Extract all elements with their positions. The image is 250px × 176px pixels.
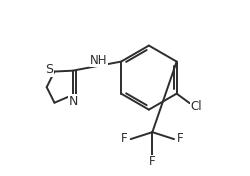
- Text: F: F: [120, 132, 127, 145]
- Text: N: N: [68, 95, 78, 108]
- Text: F: F: [176, 132, 183, 145]
- Text: S: S: [45, 63, 53, 76]
- Text: NH: NH: [90, 54, 107, 67]
- Text: Cl: Cl: [190, 100, 201, 113]
- Text: F: F: [148, 155, 155, 168]
